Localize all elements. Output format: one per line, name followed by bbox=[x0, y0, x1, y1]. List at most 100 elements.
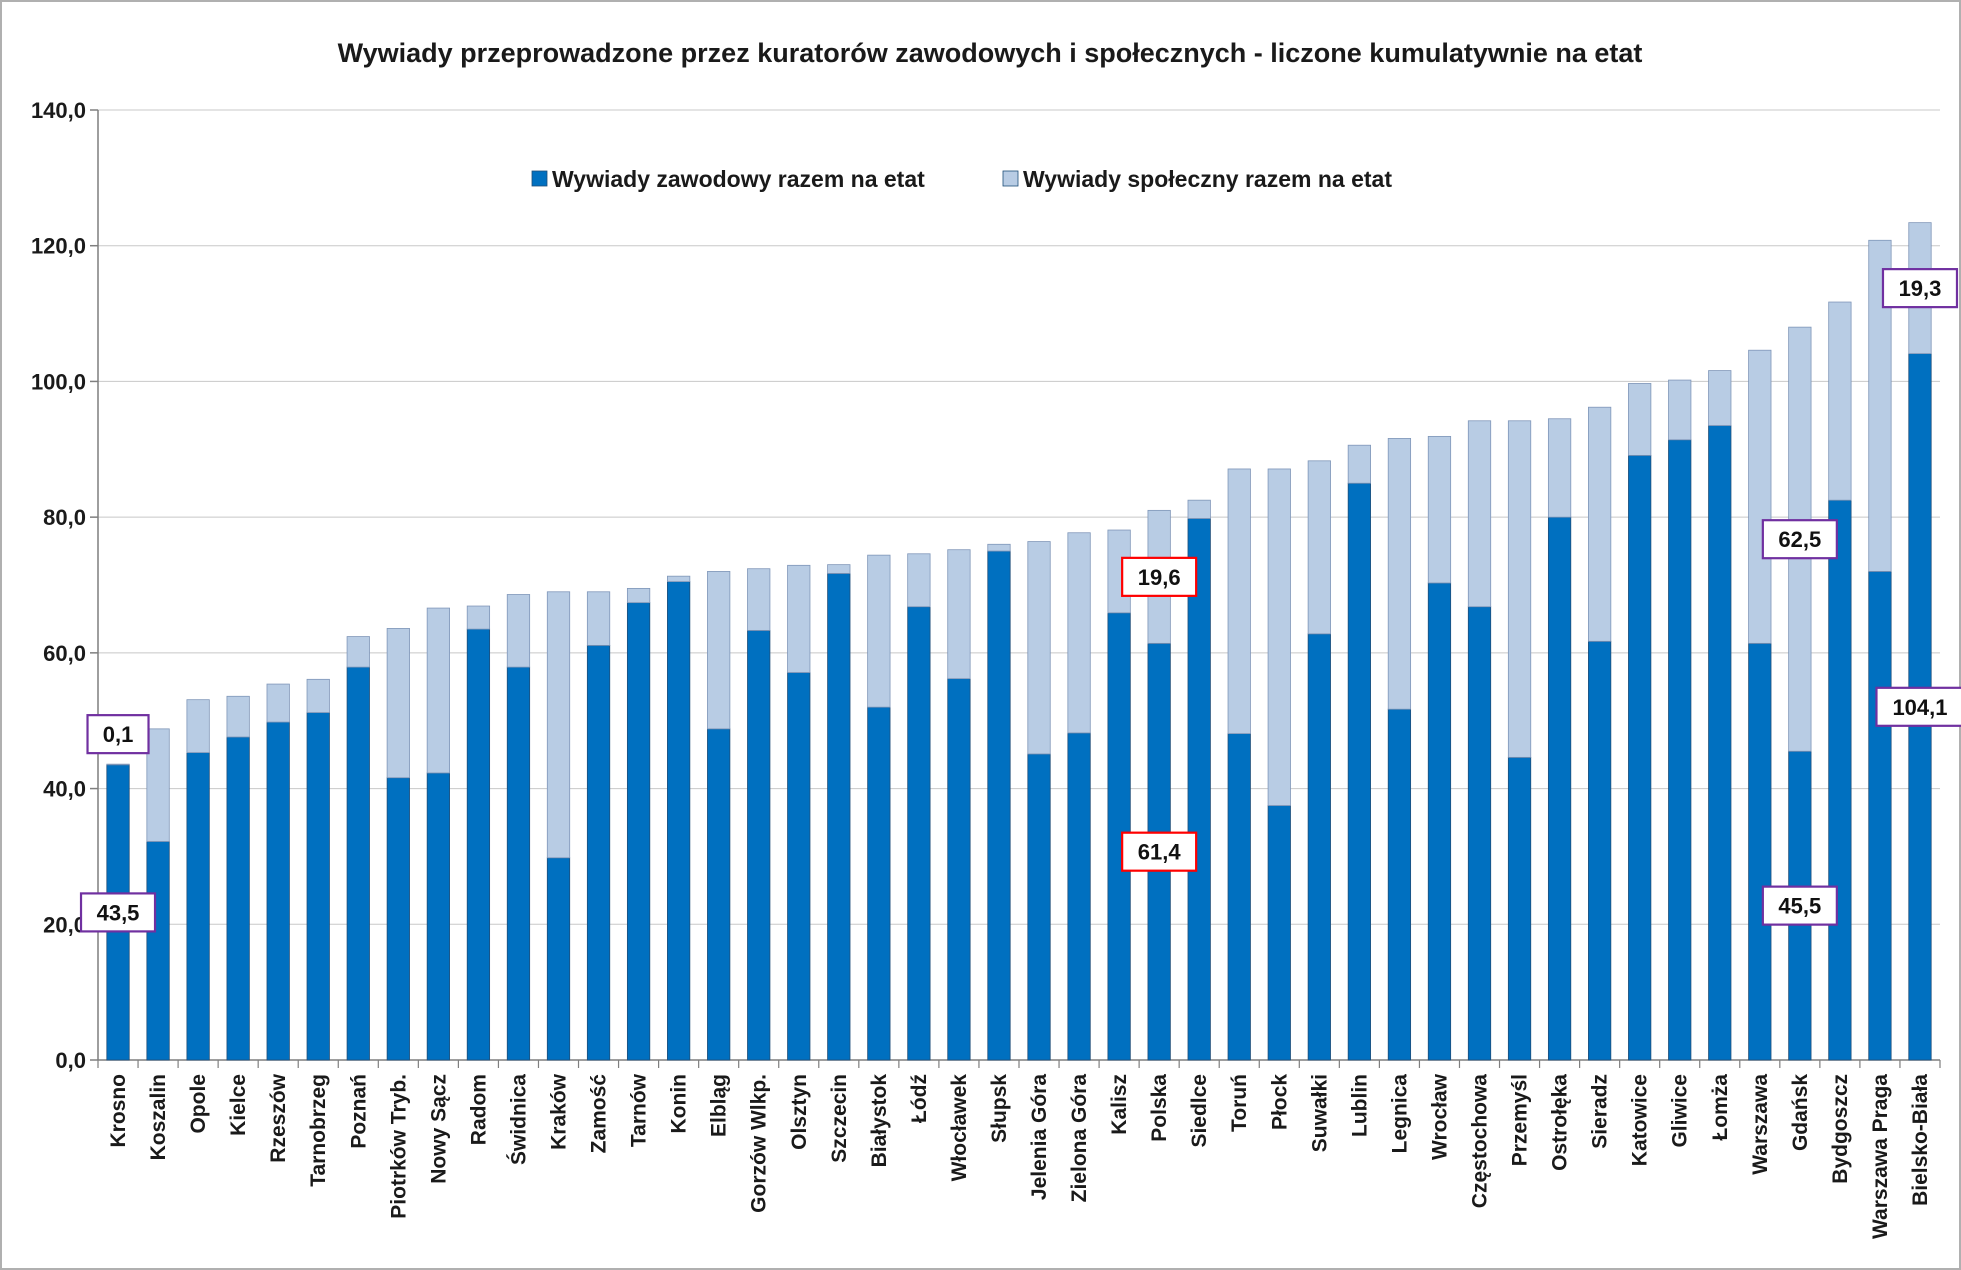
bar-zawodowy bbox=[1467, 606, 1492, 1061]
bar-zawodowy bbox=[1748, 642, 1772, 1061]
callout-box bbox=[1875, 686, 1961, 727]
x-tick-label: Katowice bbox=[1629, 1074, 1652, 1166]
bar-zawodowy bbox=[1868, 571, 1892, 1061]
x-tick-label: Łódź bbox=[908, 1074, 931, 1123]
bar-spoleczny bbox=[707, 571, 731, 730]
chart-title: Wywiady przeprowadzone przez kuratorów z… bbox=[338, 38, 1643, 68]
x-tick-label: Legnica bbox=[1388, 1074, 1411, 1154]
bar-spoleczny bbox=[106, 763, 130, 766]
y-tick-label: 60,0 bbox=[43, 641, 86, 666]
bar-spoleczny bbox=[626, 587, 651, 604]
bar-spoleczny bbox=[907, 553, 931, 608]
bar-zawodowy bbox=[1067, 732, 1091, 1061]
x-tick-label: Olsztyn bbox=[788, 1074, 811, 1150]
x-tick-label: Kraków bbox=[548, 1073, 571, 1150]
bar-spoleczny bbox=[1067, 532, 1091, 734]
bar-spoleczny bbox=[1868, 239, 1892, 572]
bar-spoleczny bbox=[1507, 420, 1532, 758]
bar-spoleczny bbox=[987, 543, 1011, 552]
x-tick-label: Bielsko-Biała bbox=[1909, 1074, 1932, 1206]
x-tick-label: Jelenia Góra bbox=[1028, 1074, 1051, 1200]
x-tick-label: Wrocław bbox=[1428, 1073, 1451, 1160]
bar-spoleczny bbox=[586, 591, 611, 646]
callout-box bbox=[1761, 519, 1838, 560]
callout: 62,5 bbox=[1761, 519, 1838, 560]
bar-zawodowy bbox=[186, 752, 210, 1061]
bar-spoleczny bbox=[947, 549, 971, 680]
callout-label: 19,3 bbox=[1899, 276, 1942, 301]
bar-zawodowy bbox=[586, 644, 611, 1061]
x-tick-label: Zamość bbox=[588, 1074, 611, 1154]
bar-zawodowy bbox=[747, 630, 771, 1061]
x-tick-label: Włocławek bbox=[948, 1074, 971, 1182]
x-tick-label: Kalisz bbox=[1108, 1074, 1131, 1135]
bar-spoleczny bbox=[186, 699, 210, 754]
bar-zawodowy bbox=[226, 736, 250, 1061]
y-tick-label: 40,0 bbox=[43, 777, 86, 802]
callout: 45,5 bbox=[1761, 885, 1838, 926]
callout-box bbox=[1881, 268, 1959, 309]
bar-spoleczny bbox=[266, 683, 290, 723]
bar-spoleczny bbox=[1547, 418, 1572, 518]
x-tick-label: Koszalin bbox=[147, 1074, 170, 1160]
x-tick-label: Szczecin bbox=[828, 1074, 851, 1163]
bar-spoleczny bbox=[1748, 349, 1772, 644]
bar-spoleczny bbox=[1467, 420, 1492, 608]
callout: 43,5 bbox=[79, 892, 157, 933]
x-tick-label: Poznań bbox=[347, 1074, 370, 1149]
callout-label: 62,5 bbox=[1778, 527, 1821, 552]
bar-spoleczny bbox=[1628, 383, 1652, 456]
callouts: 43,5 0,1 61,4 19,6 45,5 62,5 104,1 19,3 bbox=[79, 268, 1961, 933]
bar-zawodowy bbox=[1547, 516, 1572, 1061]
bar-zawodowy bbox=[1828, 499, 1852, 1061]
x-tick-label: Sieradz bbox=[1589, 1074, 1612, 1149]
x-tick-label: Słupsk bbox=[988, 1074, 1011, 1143]
bar-zawodowy bbox=[306, 712, 330, 1061]
bar-zawodowy bbox=[266, 721, 290, 1061]
callout-box bbox=[86, 714, 150, 755]
bar-zawodowy bbox=[1668, 439, 1692, 1061]
callout: 19,3 bbox=[1881, 268, 1959, 309]
bar-spoleczny bbox=[426, 607, 450, 774]
bar-spoleczny bbox=[466, 605, 491, 630]
legend: Wywiady zawodowy razem na etat Wywiady sp… bbox=[531, 166, 1392, 192]
x-tick-label: Płock bbox=[1268, 1074, 1291, 1130]
bar-zawodowy bbox=[1187, 518, 1211, 1061]
x-tick-label: Warszawa bbox=[1749, 1074, 1772, 1175]
x-tick-label: Opole bbox=[187, 1074, 210, 1134]
bar-spoleczny bbox=[1227, 468, 1251, 735]
legend-label: Wywiady społeczny razem na etat bbox=[1023, 166, 1392, 192]
x-tick-label: Krosno bbox=[107, 1074, 130, 1148]
callout-box bbox=[1761, 885, 1838, 926]
bar-spoleczny bbox=[747, 568, 771, 631]
x-tick-label: Bydgoszcz bbox=[1829, 1074, 1852, 1184]
bar-zawodowy bbox=[346, 666, 370, 1061]
x-tick-label: Piotrków Tryb. bbox=[387, 1074, 410, 1219]
x-tick-label: Siedlce bbox=[1188, 1074, 1211, 1148]
callout-box bbox=[1121, 831, 1198, 872]
bar-zawodowy bbox=[867, 706, 891, 1061]
x-tick-label: Gdańsk bbox=[1789, 1074, 1812, 1151]
bar-spoleczny bbox=[827, 564, 851, 574]
bar-spoleczny bbox=[1347, 444, 1371, 484]
bar-spoleczny bbox=[546, 591, 571, 859]
callout-box bbox=[1121, 556, 1198, 597]
bar-spoleczny bbox=[867, 554, 891, 708]
bar-zawodowy bbox=[1507, 756, 1532, 1061]
bar-zawodowy bbox=[426, 772, 450, 1061]
y-tick-label: 80,0 bbox=[43, 505, 86, 530]
bar-spoleczny bbox=[506, 594, 531, 668]
bars bbox=[106, 222, 1932, 1061]
bar-spoleczny bbox=[146, 728, 170, 842]
bar-spoleczny bbox=[386, 628, 410, 779]
bar-zawodowy bbox=[667, 581, 691, 1061]
bar-zawodowy bbox=[907, 606, 931, 1061]
bar-zawodowy bbox=[386, 777, 410, 1061]
x-tick-label: Łomża bbox=[1709, 1074, 1732, 1141]
x-tick-label: Częstochowa bbox=[1469, 1074, 1492, 1209]
bar-spoleczny bbox=[1588, 406, 1612, 642]
x-tick-label: Białystok bbox=[868, 1074, 891, 1168]
legend-label: Wywiady zawodowy razem na etat bbox=[552, 166, 925, 192]
bar-spoleczny bbox=[1828, 301, 1852, 501]
